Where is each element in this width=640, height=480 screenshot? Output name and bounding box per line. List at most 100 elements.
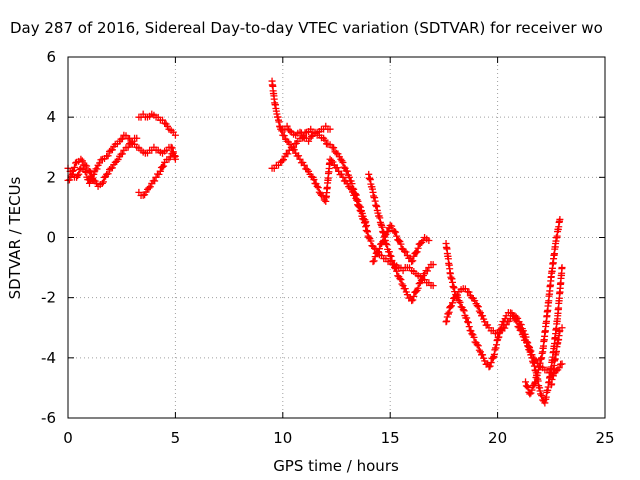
data-point	[425, 237, 433, 245]
data-point	[108, 164, 116, 172]
data-point	[452, 292, 460, 300]
data-point	[381, 232, 389, 240]
data-point	[295, 152, 303, 160]
data-point	[351, 190, 359, 198]
x-tick-label: 20	[488, 429, 507, 447]
data-point	[390, 227, 398, 235]
data-point	[67, 172, 75, 180]
data-point	[345, 173, 353, 181]
data-point	[329, 158, 337, 166]
data-point	[464, 318, 472, 326]
data-point	[459, 306, 467, 314]
data-point	[146, 183, 154, 191]
data-point	[118, 150, 126, 158]
data-point	[384, 228, 392, 236]
data-point	[501, 324, 509, 332]
data-point	[379, 238, 387, 246]
data-point	[338, 170, 346, 178]
data-point	[374, 248, 382, 256]
data-point	[412, 249, 420, 257]
data-point	[280, 132, 288, 140]
data-point	[339, 173, 347, 181]
grid-lines	[68, 57, 605, 418]
data-point	[383, 241, 391, 249]
y-tick-label: -6	[41, 409, 56, 427]
data-point	[348, 180, 356, 188]
data-point	[429, 282, 437, 290]
tick-labels: 0 5 10 15 20 25 -6 -4 -2 0 2 4 6	[41, 48, 615, 447]
data-point	[475, 346, 483, 354]
data-point	[558, 324, 566, 332]
data-point	[555, 364, 563, 372]
data-point	[519, 327, 527, 335]
data-point	[392, 228, 400, 236]
data-point	[133, 134, 141, 142]
chart-title: Day 287 of 2016, Sidereal Day-to-day VTE…	[10, 19, 603, 37]
data-point	[429, 261, 437, 269]
data-point	[326, 125, 334, 133]
data-point	[473, 302, 481, 310]
data-point	[283, 122, 291, 130]
data-point	[517, 321, 525, 329]
data-point	[339, 158, 347, 166]
data-point	[330, 144, 338, 152]
data-point	[386, 221, 394, 229]
data-point	[81, 161, 89, 169]
data-point	[354, 197, 362, 205]
data-point	[514, 314, 522, 322]
data-point	[522, 378, 530, 386]
data-point	[96, 159, 104, 167]
x-tick-label: 25	[595, 429, 614, 447]
data-point	[68, 167, 76, 175]
data-point	[300, 161, 308, 169]
data-point	[375, 245, 383, 253]
data-point	[460, 307, 468, 315]
data-point	[538, 392, 546, 400]
data-point	[156, 167, 164, 175]
data-point	[470, 333, 478, 341]
data-point	[284, 150, 292, 158]
data-point	[145, 184, 153, 192]
x-tick-label: 0	[63, 429, 73, 447]
x-tick-label: 5	[171, 429, 181, 447]
data-point	[349, 184, 357, 192]
data-point	[527, 389, 535, 397]
data-point	[454, 291, 462, 299]
data-point	[171, 155, 179, 163]
data-point	[104, 170, 112, 178]
data-point	[74, 172, 82, 180]
data-point	[314, 184, 322, 192]
data-point	[468, 330, 476, 338]
data-point	[363, 221, 371, 229]
data-point	[155, 170, 163, 178]
data-point	[70, 163, 78, 171]
data-point	[385, 248, 393, 256]
data-point	[77, 155, 85, 163]
data-point	[367, 237, 375, 245]
data-point	[395, 237, 403, 245]
y-tick-label: -4	[41, 349, 56, 367]
data-point	[69, 166, 77, 174]
data-point	[414, 244, 422, 252]
data-point	[321, 136, 329, 144]
data-point	[523, 338, 531, 346]
data-point	[340, 163, 348, 171]
data-point	[418, 276, 426, 284]
data-point	[388, 222, 396, 230]
data-point	[310, 176, 318, 184]
data-point	[479, 351, 487, 359]
data-point	[286, 127, 294, 135]
data-point	[297, 129, 305, 137]
x-axis-label: GPS time / hours	[273, 457, 399, 475]
data-point	[487, 359, 495, 367]
y-tick-label: 0	[46, 229, 56, 247]
data-point	[85, 179, 93, 187]
data-point	[465, 288, 473, 296]
data-point	[479, 312, 487, 320]
data-point	[278, 157, 286, 165]
data-point	[448, 299, 456, 307]
data-point	[386, 252, 394, 260]
data-point	[296, 128, 304, 136]
